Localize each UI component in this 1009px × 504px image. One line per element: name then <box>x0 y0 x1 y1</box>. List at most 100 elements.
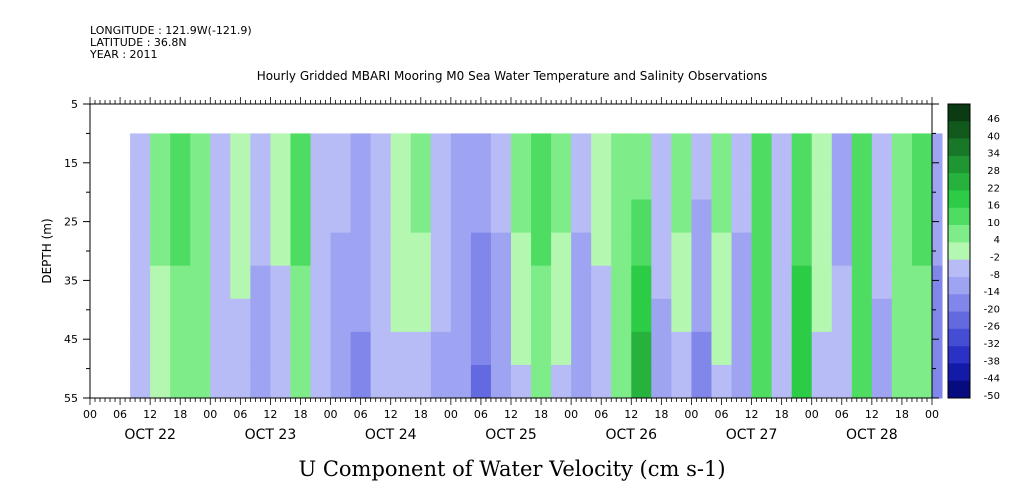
x-hour-label: 06 <box>594 408 608 421</box>
heatmap-cell <box>511 331 532 366</box>
heatmap-cell <box>430 298 452 333</box>
heatmap-cell <box>511 265 532 300</box>
heatmap-cell <box>571 133 592 167</box>
heatmap-cell <box>531 298 552 333</box>
heatmap-cell <box>891 232 913 267</box>
colorbar-swatch <box>948 346 970 364</box>
heatmap-cell <box>551 298 572 333</box>
heatmap-cell <box>130 199 151 234</box>
colorbar-swatch <box>948 259 970 278</box>
heatmap-cell <box>350 331 372 366</box>
colorbar-label: 4 <box>994 235 1000 246</box>
heatmap-cell <box>691 298 712 333</box>
heatmap-cell <box>450 199 472 234</box>
x-hour-label: 06 <box>233 408 247 421</box>
x-hour-label: 12 <box>384 408 398 421</box>
heatmap-cell <box>130 232 151 267</box>
x-hour-label: 00 <box>564 408 578 421</box>
heatmap-cell <box>511 199 532 234</box>
heatmap-cell <box>130 265 151 300</box>
heatmap-cell <box>410 364 432 399</box>
heatmap-cell <box>731 166 753 201</box>
heatmap-cell <box>591 298 612 333</box>
heatmap-cell <box>711 133 733 167</box>
heatmap-cell <box>470 364 492 399</box>
heatmap-cell <box>190 133 211 167</box>
heatmap-cell <box>270 232 291 267</box>
heatmap-cell <box>791 364 813 399</box>
colorbar-label: -20 <box>984 304 1000 315</box>
heatmap-cell <box>851 199 873 234</box>
colorbar-swatch <box>948 242 970 260</box>
heatmap-cell <box>490 166 512 201</box>
heatmap-cell <box>591 133 612 167</box>
heatmap-cell <box>891 166 913 201</box>
heatmap-cell <box>490 199 512 234</box>
heatmap-cell <box>591 265 612 300</box>
heatmap-cell <box>711 166 733 201</box>
heatmap-cell <box>370 298 392 333</box>
heatmap-cell <box>170 265 191 300</box>
heatmap-cell <box>390 166 412 201</box>
heatmap-cell <box>871 364 893 399</box>
heatmap-cell <box>150 331 171 366</box>
heatmap-cell <box>711 298 733 333</box>
heatmap-cell <box>731 364 753 399</box>
heatmap-cell <box>330 298 352 333</box>
chart-title: Hourly Gridded MBARI Mooring M0 Sea Wate… <box>257 69 768 83</box>
heatmap-cell <box>831 298 853 333</box>
heatmap-cell <box>310 298 332 333</box>
heatmap-cell <box>270 298 291 333</box>
heatmap-cell <box>651 199 672 234</box>
heatmap-cell <box>651 331 672 366</box>
heatmap-cell <box>250 298 271 333</box>
heatmap-cell <box>731 232 753 267</box>
heatmap-cell <box>531 232 552 267</box>
x-hour-label: 18 <box>775 408 789 421</box>
heatmap-cell <box>771 364 793 399</box>
heatmap-cell <box>851 232 873 267</box>
heatmap-cell <box>671 331 692 366</box>
x-hour-label: 00 <box>805 408 819 421</box>
heatmap-cell <box>751 298 773 333</box>
heatmap-cell <box>791 199 813 234</box>
heatmap-cell <box>651 298 672 333</box>
heatmap-cell <box>771 331 793 366</box>
heatmap-cell <box>932 331 943 366</box>
heatmap-cell <box>310 133 332 167</box>
heatmap-cell <box>911 331 933 366</box>
heatmap-cell <box>370 166 392 201</box>
heatmap-cell <box>811 199 833 234</box>
x-day-label: OCT 27 <box>726 427 778 443</box>
heatmap-cell <box>551 331 572 366</box>
heatmap-cell <box>591 199 612 234</box>
heatmap-cell <box>170 166 191 201</box>
colorbar: 46 40 34 28 22 16 10 4 -2 -8 -14 -20 -26 -32 -38 -44 -50 <box>947 103 1000 402</box>
heatmap-cell <box>190 232 211 267</box>
colorbar-label: -50 <box>984 391 1000 402</box>
heatmap-cell <box>591 232 612 267</box>
heatmap-cell <box>410 133 432 167</box>
heatmap-cell <box>671 364 692 399</box>
heatmap-cell <box>531 199 552 234</box>
colorbar-label: 28 <box>987 166 1000 177</box>
colorbar-swatch <box>948 294 970 312</box>
heatmap-cell <box>511 232 532 267</box>
heatmap-cell <box>210 133 231 167</box>
heatmap-cell <box>430 166 452 201</box>
heatmap-cell <box>170 298 191 333</box>
heatmap-cell <box>731 133 753 167</box>
x-hour-label: 06 <box>835 408 849 421</box>
y-axis: 5 15 25 35 45 55 <box>64 98 939 405</box>
heatmap-cell <box>511 364 532 399</box>
colorbar-label: 40 <box>987 131 1000 142</box>
heatmap-cell <box>711 199 733 234</box>
heatmap-cell <box>731 265 753 300</box>
y-tick-label: 55 <box>64 392 78 405</box>
x-axis-label: U Component of Water Velocity (cm s-1) <box>298 457 725 481</box>
x-hour-label: 18 <box>895 408 909 421</box>
heatmap-cell <box>531 331 552 366</box>
heatmap-cell <box>210 166 231 201</box>
heatmap-cell <box>611 133 632 167</box>
heatmap-cell <box>310 166 332 201</box>
